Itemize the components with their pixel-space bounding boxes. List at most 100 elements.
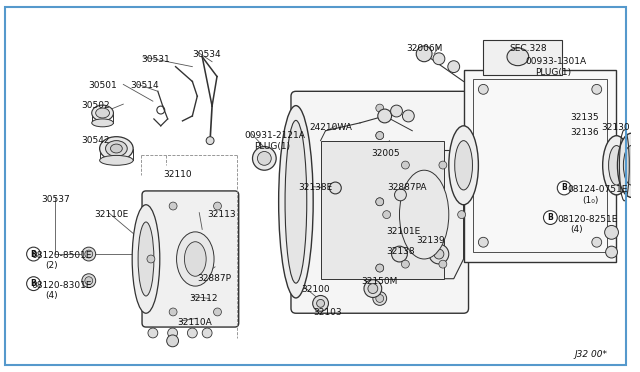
Bar [463,70,616,262]
Text: 32100: 32100 [301,285,330,294]
Circle shape [313,295,328,311]
Circle shape [390,105,403,117]
Circle shape [168,328,177,338]
Text: 08124-0751E: 08124-0751E [567,185,628,194]
Ellipse shape [609,145,625,185]
FancyBboxPatch shape [142,191,239,327]
Bar [483,40,562,74]
Text: 32887P: 32887P [197,274,231,283]
Circle shape [82,247,95,261]
Text: 32136: 32136 [570,128,599,137]
Circle shape [376,198,383,206]
Circle shape [214,308,221,316]
Circle shape [378,109,392,123]
Circle shape [383,211,390,219]
Circle shape [330,182,341,194]
Ellipse shape [399,170,449,259]
Text: 08120-8501E: 08120-8501E [31,251,92,260]
Circle shape [169,308,177,316]
Text: (4): (4) [45,291,58,299]
Text: 32112: 32112 [189,294,218,302]
Text: 00933-1301A: 00933-1301A [525,57,587,66]
Text: 30514: 30514 [130,81,159,90]
Circle shape [148,328,158,338]
Circle shape [253,147,276,170]
Ellipse shape [623,145,639,185]
Circle shape [394,189,406,201]
Circle shape [368,284,378,294]
Text: 32138E: 32138E [298,183,332,192]
Circle shape [82,274,95,288]
Circle shape [85,277,93,285]
Text: 32138: 32138 [387,247,415,256]
Text: 32139: 32139 [416,236,445,245]
Circle shape [376,264,383,272]
Circle shape [439,161,447,169]
Circle shape [401,161,410,169]
Text: 32110E: 32110E [95,210,129,219]
Ellipse shape [92,119,113,127]
Ellipse shape [106,141,127,156]
Circle shape [317,299,324,307]
Circle shape [478,237,488,247]
FancyBboxPatch shape [291,91,468,313]
Bar [321,141,444,279]
Text: J32 00*: J32 00* [574,350,607,359]
Polygon shape [385,151,463,279]
Text: 00931-2121A: 00931-2121A [244,131,305,140]
Ellipse shape [507,48,529,66]
Text: 32113: 32113 [207,210,236,219]
Circle shape [27,277,40,291]
Circle shape [401,260,410,268]
Circle shape [605,246,618,258]
Circle shape [376,198,384,206]
Text: 24210WA: 24210WA [310,123,353,132]
Circle shape [592,237,602,247]
Circle shape [166,335,179,347]
Circle shape [557,181,571,195]
Circle shape [373,292,387,305]
Ellipse shape [138,222,154,296]
Ellipse shape [603,136,630,195]
Circle shape [434,249,444,259]
Circle shape [605,225,618,239]
Circle shape [214,202,221,210]
Ellipse shape [618,133,640,197]
Text: 08120-8251E: 08120-8251E [557,215,618,224]
Ellipse shape [454,141,472,190]
Circle shape [376,295,384,302]
Circle shape [392,246,408,262]
Text: 30537: 30537 [42,195,70,204]
Circle shape [478,84,488,94]
Ellipse shape [92,105,113,121]
Text: (1₀): (1₀) [582,196,598,205]
Text: 32101E: 32101E [387,227,421,237]
Text: (4): (4) [570,225,583,234]
Text: 08120-8301E: 08120-8301E [31,281,92,290]
Circle shape [429,244,449,264]
Ellipse shape [449,126,478,205]
Text: 32887PA: 32887PA [388,183,427,192]
Text: 32110: 32110 [164,170,193,179]
Circle shape [27,247,40,261]
Text: 30534: 30534 [193,50,221,59]
Circle shape [376,264,384,272]
Ellipse shape [278,106,313,298]
Ellipse shape [184,242,206,276]
Text: B: B [561,183,567,192]
Text: B: B [547,213,553,222]
Circle shape [85,250,93,258]
Text: 32110A: 32110A [177,318,212,327]
Text: PLUG(1): PLUG(1) [536,68,572,77]
Ellipse shape [95,108,109,118]
Circle shape [433,53,445,65]
Ellipse shape [100,137,133,160]
Text: 32135: 32135 [570,113,599,122]
Ellipse shape [132,205,160,313]
Circle shape [147,255,155,263]
Ellipse shape [111,144,122,153]
Text: 32006M: 32006M [406,44,443,53]
Circle shape [202,328,212,338]
Text: B: B [31,250,36,259]
Circle shape [403,110,414,122]
